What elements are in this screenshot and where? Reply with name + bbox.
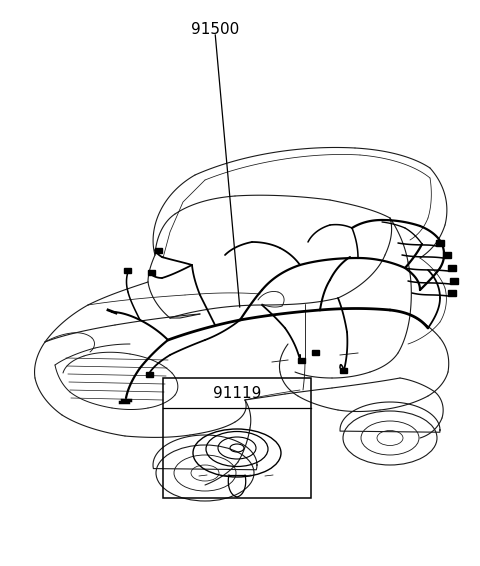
Bar (124, 268, 131, 273)
Bar (163, 378, 311, 498)
Text: 91500: 91500 (191, 22, 239, 37)
Bar (298, 358, 305, 363)
Bar (448, 290, 456, 296)
Bar (148, 270, 155, 275)
Bar (146, 372, 153, 377)
Bar (436, 240, 444, 246)
Bar (450, 278, 458, 284)
Text: 91119: 91119 (213, 385, 261, 401)
Bar (443, 252, 451, 258)
Bar (155, 248, 162, 253)
Bar (340, 368, 347, 373)
Bar (448, 265, 456, 271)
Bar (312, 350, 319, 355)
